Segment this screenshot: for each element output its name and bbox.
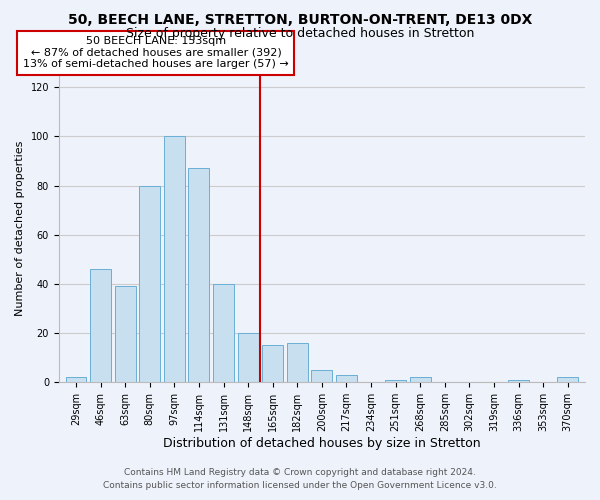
Bar: [164, 136, 185, 382]
Bar: [557, 378, 578, 382]
Bar: [65, 378, 86, 382]
Bar: [311, 370, 332, 382]
Bar: [262, 346, 283, 383]
Bar: [336, 375, 357, 382]
Bar: [188, 168, 209, 382]
Bar: [213, 284, 234, 382]
Text: Contains HM Land Registry data © Crown copyright and database right 2024.
Contai: Contains HM Land Registry data © Crown c…: [103, 468, 497, 490]
Bar: [90, 269, 111, 382]
Text: 50, BEECH LANE, STRETTON, BURTON-ON-TRENT, DE13 0DX: 50, BEECH LANE, STRETTON, BURTON-ON-TREN…: [68, 12, 532, 26]
Bar: [385, 380, 406, 382]
Bar: [238, 333, 259, 382]
Text: 50 BEECH LANE: 153sqm
← 87% of detached houses are smaller (392)
13% of semi-det: 50 BEECH LANE: 153sqm ← 87% of detached …: [23, 36, 289, 70]
Bar: [508, 380, 529, 382]
Text: Size of property relative to detached houses in Stretton: Size of property relative to detached ho…: [126, 28, 474, 40]
Bar: [410, 378, 431, 382]
Bar: [115, 286, 136, 382]
Bar: [139, 186, 160, 382]
X-axis label: Distribution of detached houses by size in Stretton: Distribution of detached houses by size …: [163, 437, 481, 450]
Y-axis label: Number of detached properties: Number of detached properties: [15, 141, 25, 316]
Bar: [287, 343, 308, 382]
